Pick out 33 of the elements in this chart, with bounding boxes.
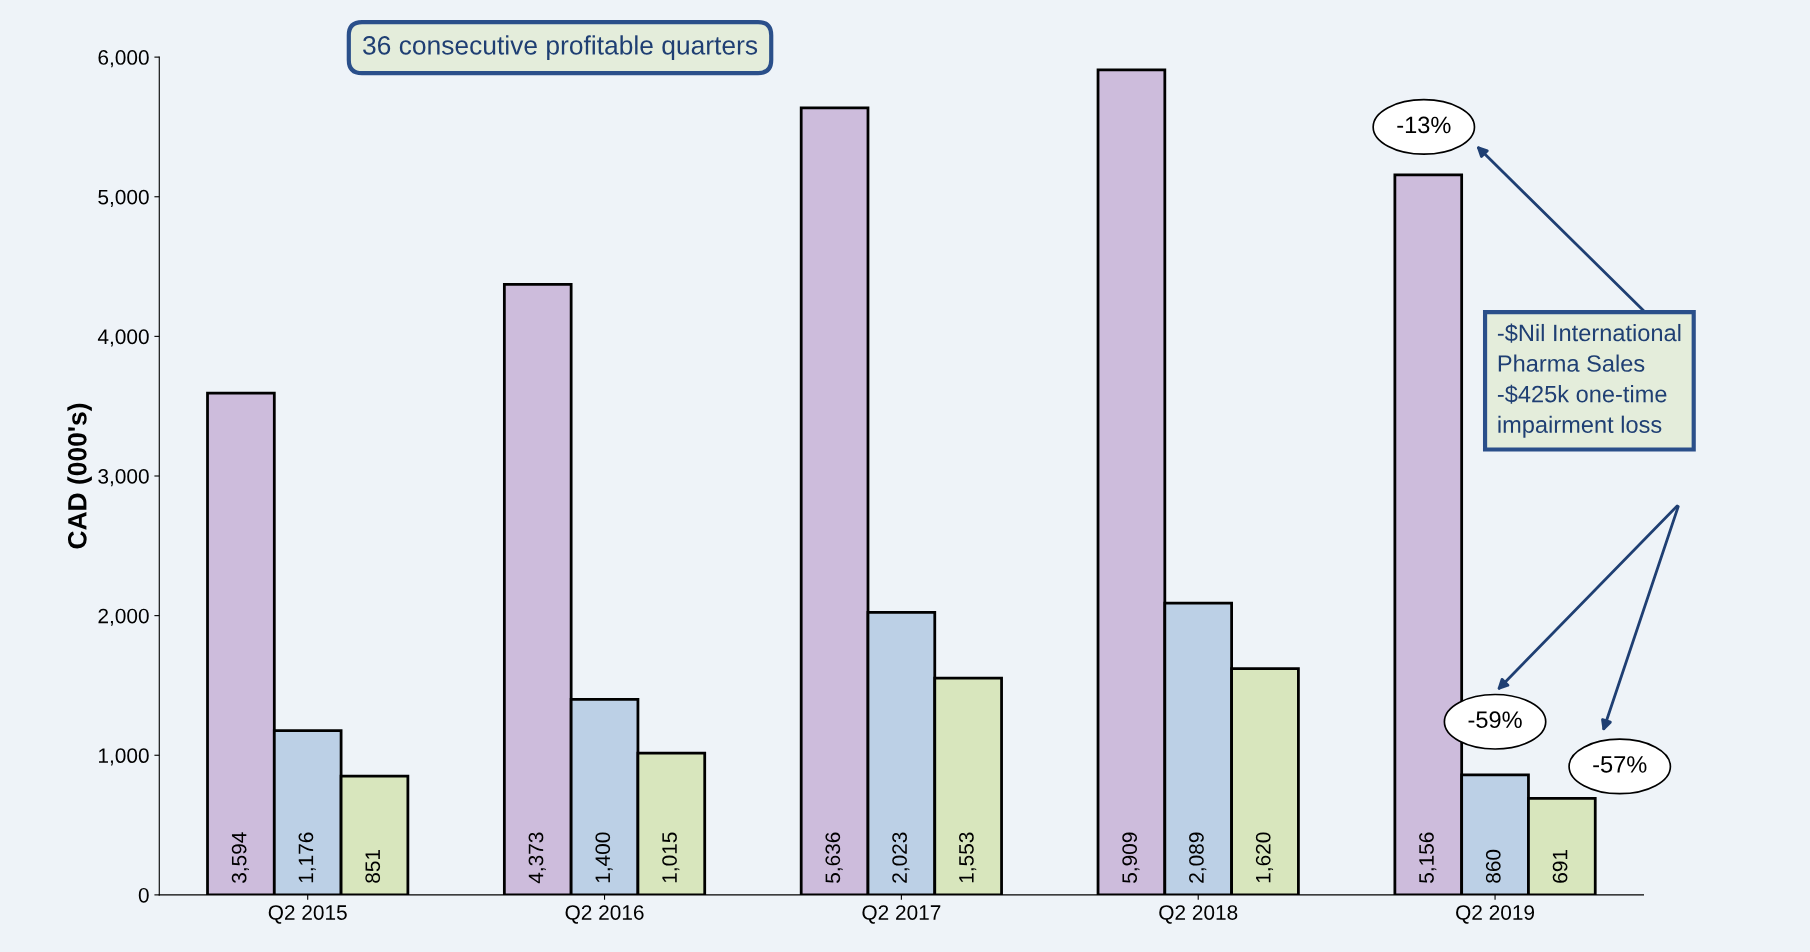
data-label: 1,553 [959, 832, 977, 883]
x-tick-label: Q2 2015 [268, 905, 347, 924]
y-tick-label: 4,000 [97, 329, 149, 347]
data-label: 5,636 [825, 832, 843, 883]
data-label: 5,156 [1419, 832, 1437, 883]
data-label: 860 [1485, 849, 1501, 883]
data-label: 4,373 [528, 832, 546, 884]
annotation: -$Nil International Pharma Sales -$425k one-time impairment loss [1497, 323, 1681, 438]
data-label: 1,400 [595, 832, 613, 883]
y-tick-label: 3,000 [98, 469, 149, 487]
y-tick-label: 2,000 [98, 608, 149, 626]
data-label: 3,594 [231, 832, 249, 883]
x-tick-label: Q2 2017 [862, 905, 941, 924]
annotation: 36 consecutive profitable quarters [363, 35, 758, 60]
y-tick-label: 5,000 [98, 189, 149, 207]
data-label: 851 [365, 850, 381, 883]
y-tick-label: 6,000 [98, 50, 149, 68]
annotation: -59% [1468, 711, 1522, 729]
annotation: -13% [1397, 116, 1451, 134]
y-axis-title: CAD (000's) [67, 403, 92, 549]
annotation: -57% [1593, 756, 1647, 773]
y-tick-label: 0 [138, 887, 149, 903]
data-label: 2,089 [1189, 832, 1207, 883]
data-label: 691 [1552, 850, 1568, 883]
data-label: 1,015 [662, 832, 680, 883]
data-label: 5,909 [1122, 832, 1140, 883]
data-label: 2,023 [892, 832, 910, 883]
data-label: 1,176 [298, 832, 316, 883]
data-label: 1,620 [1255, 832, 1274, 883]
x-tick-label: Q2 2019 [1456, 905, 1535, 924]
x-tick-label: Q2 2016 [565, 905, 644, 924]
y-tick-label: 1,000 [99, 748, 149, 766]
x-tick-label: Q2 2018 [1159, 905, 1238, 924]
